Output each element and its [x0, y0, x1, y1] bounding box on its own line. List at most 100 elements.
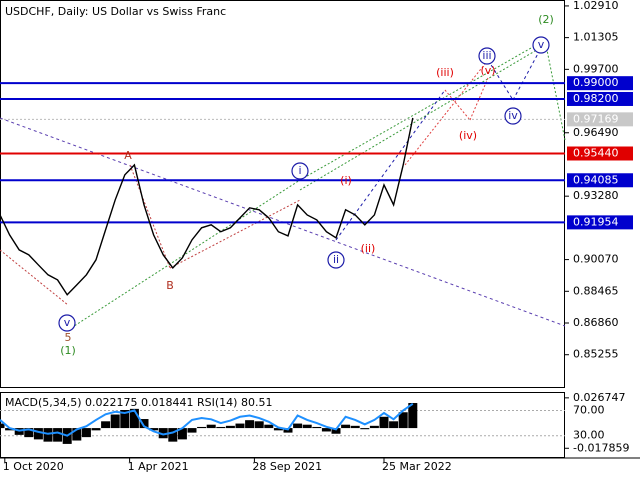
wave-label: ii: [333, 253, 339, 266]
macd-bar: [91, 428, 101, 431]
rsi-line: [0, 403, 414, 437]
trend-line: [0, 249, 69, 306]
macd-bar: [379, 416, 389, 429]
wave-label: A: [124, 149, 132, 162]
macd-bar: [120, 409, 130, 429]
last-price-box: [567, 112, 633, 127]
y-tick-label: 0.85255: [573, 348, 619, 361]
level-label: 0.91954: [573, 215, 619, 228]
trend-line: [299, 47, 541, 191]
wave-circle: [478, 47, 496, 65]
macd-bar: [312, 426, 322, 429]
wave-label: v: [538, 38, 545, 51]
indicator-title: MACD(5,34,5) 0.022175 0.018441 RSI(14) 8…: [5, 396, 272, 409]
macd-bar: [158, 428, 168, 439]
trend-line: [512, 47, 542, 101]
macd-bar: [360, 428, 370, 430]
macd-bar: [264, 424, 274, 429]
macd-bar: [321, 428, 331, 432]
macd-bar: [245, 420, 255, 429]
trend-line: [544, 39, 566, 141]
macd-bar: [33, 428, 43, 440]
wave-label: i: [298, 164, 301, 177]
level-box: [567, 76, 633, 91]
wave-circle: [532, 36, 550, 54]
wave-label: B: [166, 279, 174, 292]
wave-circle: [58, 314, 76, 332]
macd-bar: [168, 428, 178, 442]
level-box: [567, 146, 633, 161]
level-label: 0.94085: [573, 173, 619, 186]
y-tick-label: 0.93280: [573, 189, 619, 202]
last-price-label: 0.97169: [573, 112, 619, 125]
sub-panel: [0, 392, 565, 458]
macd-bar: [369, 425, 379, 429]
wave-circle: [291, 162, 309, 180]
wave-label: iii: [482, 49, 491, 62]
macd-bar: [302, 424, 312, 429]
x-tick-label: 1 Apr 2021: [128, 460, 189, 473]
macd-bar: [72, 428, 82, 441]
macd-bar: [24, 428, 34, 438]
level-label: 0.95440: [573, 147, 619, 160]
y-tick-label: 0.026747: [573, 391, 626, 404]
y-tick-label: 1.02910: [573, 0, 619, 12]
macd-bar: [225, 425, 235, 429]
wave-label: (ii): [361, 242, 376, 255]
macd-bar: [206, 424, 216, 429]
macd-bar: [129, 408, 139, 429]
level-label: 0.99000: [573, 76, 619, 89]
macd-bar: [110, 414, 120, 429]
macd-bar: [177, 428, 187, 440]
y-tick-label: 0.99700: [573, 62, 619, 75]
wave-label: iv: [508, 109, 518, 122]
y-tick-label: 1.01305: [573, 31, 619, 44]
wave-circle: [327, 251, 345, 269]
macd-bar: [0, 423, 5, 429]
macd-bar: [273, 428, 283, 431]
macd-bar: [408, 403, 418, 429]
trend-line: [487, 59, 514, 101]
macd-bar: [43, 428, 53, 442]
macd-bar: [350, 425, 360, 429]
wave-label: 5: [65, 331, 72, 344]
wave-circle: [504, 107, 522, 125]
macd-bar: [81, 428, 91, 438]
trend-line: [444, 89, 471, 121]
macd-bar: [254, 421, 264, 429]
macd-bar: [389, 421, 399, 429]
macd-bar: [139, 419, 149, 429]
macd-bar: [216, 426, 226, 429]
wave-label: (1): [60, 344, 76, 357]
level-label: 0.98200: [573, 92, 619, 105]
macd-bar: [293, 423, 303, 429]
x-tick-label: 1 Oct 2020: [3, 460, 64, 473]
macd-bar: [187, 428, 197, 433]
macd-bar: [197, 426, 207, 429]
trend-line: [169, 199, 301, 269]
price-line: [0, 117, 414, 296]
chart-title: USDCHF, Daily: US Dollar vs Swiss Franc: [5, 5, 226, 18]
y-tick-label: -0.017859: [573, 441, 629, 454]
macd-bar: [398, 412, 408, 429]
x-tick-label: 28 Sep 2021: [252, 460, 322, 473]
trend-line: [129, 164, 171, 269]
y2-tick-label: 30.00: [573, 429, 605, 442]
wave-label: v: [64, 316, 71, 329]
macd-bar: [101, 421, 111, 429]
wave-label: (iv): [459, 129, 477, 142]
y-tick-label: 0.96490: [573, 126, 619, 139]
trend-line: [299, 39, 546, 181]
level-box: [567, 173, 633, 188]
y-tick-label: 0.86860: [573, 316, 619, 329]
wave-label: (2): [538, 13, 554, 26]
main-panel: [0, 0, 565, 388]
macd-bar: [5, 428, 15, 431]
macd-bar: [331, 428, 341, 434]
y2-tick-label: 70.00: [573, 403, 605, 416]
wave-label: (i): [340, 174, 352, 187]
wave-label: (iii): [436, 66, 454, 79]
wave-label: (v): [480, 64, 495, 77]
macd-bar: [149, 428, 159, 431]
